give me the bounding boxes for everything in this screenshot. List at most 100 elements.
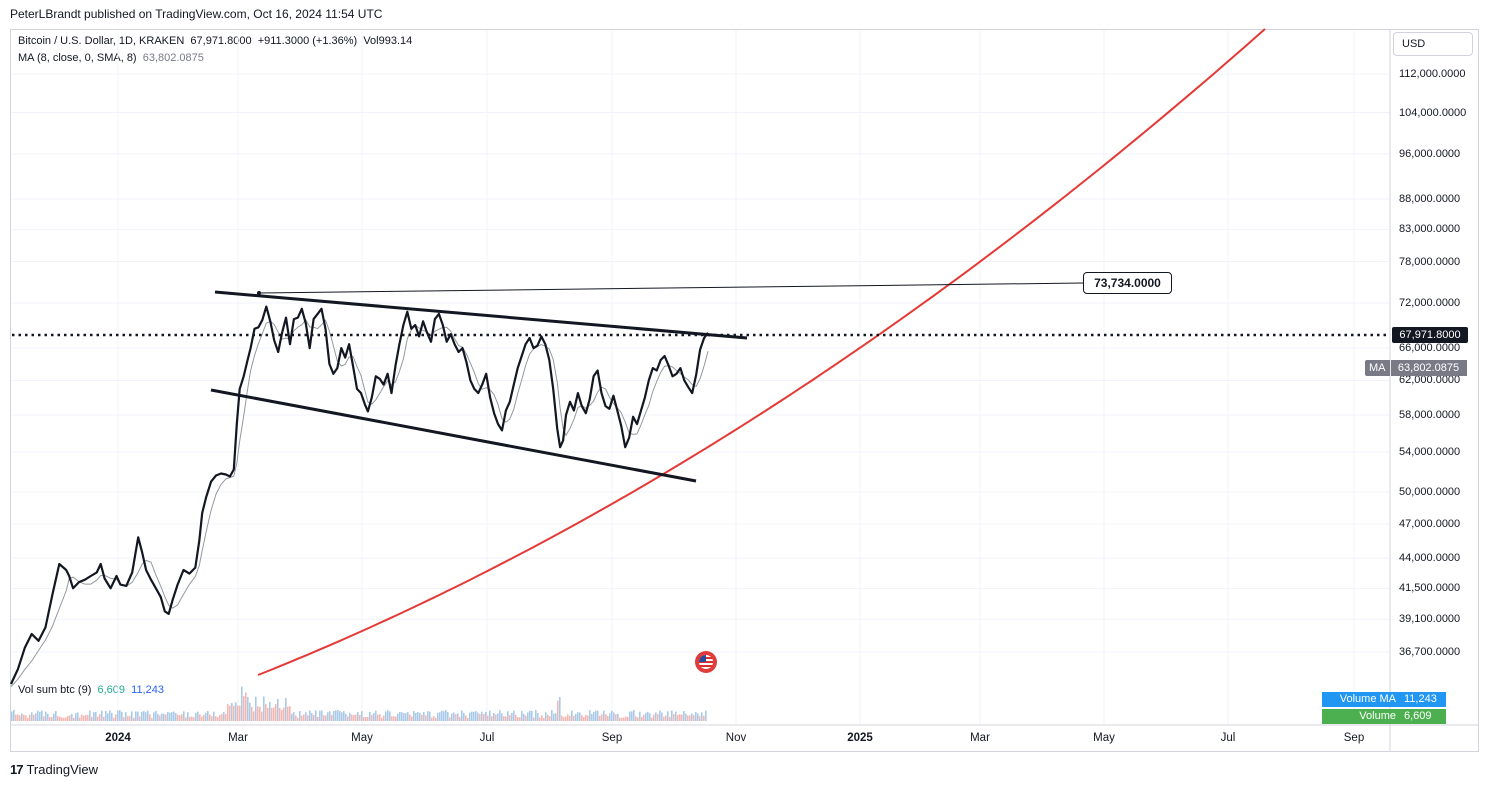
volume-bar (601, 714, 603, 721)
price-tick-label: 41,500.0000 (1399, 582, 1461, 595)
volume-bar (613, 712, 615, 721)
volume-key: Volume (1322, 709, 1400, 724)
volume-bar (389, 711, 391, 721)
volume-bar (287, 706, 289, 721)
volume-bar (627, 716, 629, 721)
volume-bar (599, 715, 601, 721)
volume-bar (367, 716, 369, 721)
volume-bar (429, 711, 431, 721)
volume-bar (311, 713, 313, 721)
volume-bar (349, 712, 351, 721)
volume-bar (11, 711, 13, 721)
volume-bar (247, 696, 249, 721)
volume-bar (633, 710, 635, 721)
volume-bar (439, 712, 441, 721)
price-tick-label: 72,000.0000 (1399, 297, 1461, 309)
us-flag-icon[interactable] (695, 651, 717, 673)
volume-bar (615, 714, 617, 721)
volume-bar (227, 704, 229, 721)
volume-bar (177, 714, 179, 721)
volume-bar (511, 712, 513, 721)
volume-bar (363, 717, 365, 721)
volume-bar (461, 710, 463, 721)
volume-bar (75, 713, 77, 721)
volume-bar (595, 710, 597, 721)
time-tick-label: May (351, 732, 373, 744)
ma-legend[interactable]: MA (8, close, 0, SMA, 8) 63,802.0875 (18, 52, 204, 64)
volume-bar (501, 713, 503, 721)
volume-bar (57, 716, 59, 721)
volume-bar (537, 713, 539, 721)
volume-bar (167, 712, 169, 721)
volume-bar (273, 707, 275, 721)
volume-bar (421, 714, 423, 721)
volume-bar (159, 715, 161, 721)
volume-bar (397, 713, 399, 721)
volume-bar (251, 706, 253, 721)
volume-bar (467, 717, 469, 721)
volume-bar (445, 710, 447, 721)
volume-bar (679, 714, 681, 721)
volume-bar (257, 706, 259, 721)
volume-bar (465, 715, 467, 721)
price-tick-label: 96,000.0000 (1399, 148, 1461, 160)
volume-bar (503, 716, 505, 721)
volume-bar (393, 716, 395, 721)
volume-bar (365, 716, 367, 721)
volume-bar (305, 712, 307, 721)
volume-bar (163, 713, 165, 721)
volume-bar (543, 717, 545, 721)
volume-bar (507, 711, 509, 721)
volume-bar (583, 716, 585, 721)
volume-bar (449, 717, 451, 721)
volume-bar (623, 717, 625, 721)
volume-bar (277, 698, 279, 721)
volume-bar (49, 717, 51, 721)
volume-bar (93, 712, 95, 721)
target-callout[interactable]: 73,734.0000 (1083, 272, 1172, 294)
price-tick-label: 112,000.0000 (1399, 68, 1466, 81)
volume-bar (213, 711, 215, 721)
volume-bar (369, 711, 371, 721)
volume-ma-tag: Volume MA 11,243 (1322, 692, 1446, 707)
time-tick-label: Jul (479, 732, 495, 744)
volume-bar (515, 714, 517, 721)
volume-bar (329, 711, 331, 721)
volume-bar (31, 712, 33, 721)
volume-bar (327, 712, 329, 721)
volume-bar (651, 717, 653, 721)
volume-bar (569, 715, 571, 721)
upper-trendline (214, 290, 748, 340)
volume-bars (11, 686, 707, 721)
target-anchor (257, 291, 261, 295)
grid (11, 30, 1478, 752)
volume-bar (699, 716, 701, 721)
volume-bar (141, 711, 143, 721)
footer-brand[interactable]: 17 TradingView (10, 762, 98, 777)
volume-bar (15, 714, 17, 721)
volume-bar (239, 705, 241, 721)
volume-bar (127, 716, 129, 721)
volume-bar (229, 705, 231, 721)
volume-bar (33, 714, 35, 721)
currency-selector[interactable]: USD (1393, 32, 1473, 56)
volume-bar (585, 714, 587, 721)
volume-bar (45, 711, 47, 721)
volume-bar (587, 715, 589, 721)
volume-bar (551, 710, 553, 721)
volume-bar (399, 712, 401, 721)
volume-bar (571, 710, 573, 721)
change-value: +911.3000 (+1.36%) (257, 35, 358, 47)
volume-bar (607, 715, 609, 721)
ma-line (10, 318, 709, 687)
volume-bar (231, 703, 233, 721)
volume-bar (207, 710, 209, 721)
symbol-legend[interactable]: Bitcoin / U.S. Dollar, 1D, KRAKEN 67,971… (18, 35, 412, 47)
time-tick-label: Jul (1220, 732, 1236, 744)
volume-bar (459, 716, 461, 721)
volume-bar (457, 713, 459, 721)
volume-bar (241, 686, 243, 721)
volume-bar (113, 717, 115, 721)
volume-legend-value2: 11,243 (131, 684, 164, 696)
